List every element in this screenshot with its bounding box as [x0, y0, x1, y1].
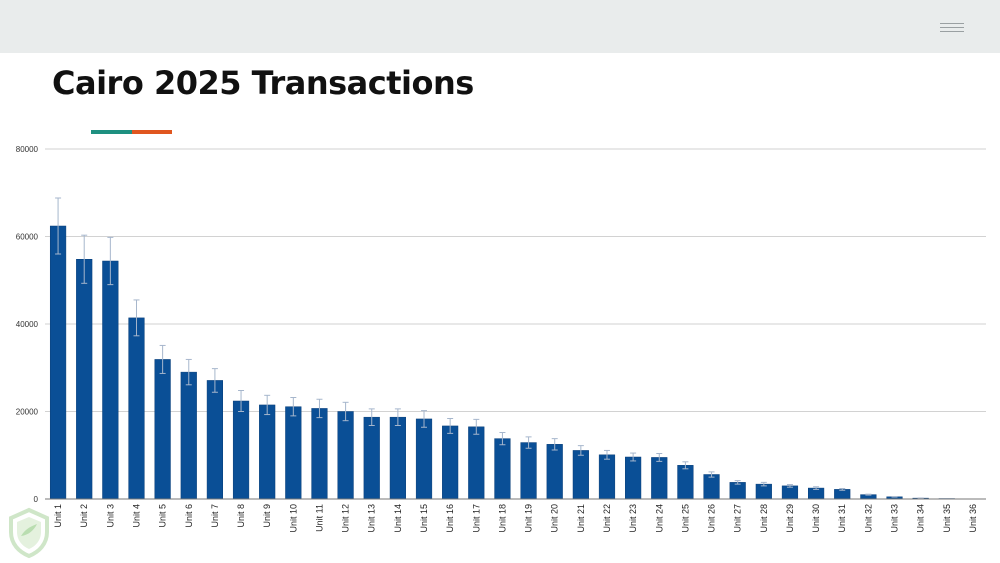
y-tick-label: 0 [34, 495, 39, 504]
x-tick-label: Unit 26 [707, 504, 717, 533]
x-tick-label: Unit 19 [524, 504, 534, 533]
x-tick-label: Unit 24 [654, 504, 664, 533]
x-tick-label: Unit 35 [942, 504, 952, 533]
x-tick-label: Unit 5 [158, 504, 168, 528]
x-tick-label: Unit 12 [341, 504, 351, 533]
page-title: Cairo 2025 Transactions [52, 64, 474, 102]
x-tick-label: Unit 15 [419, 504, 429, 533]
hamburger-menu-icon[interactable] [938, 19, 966, 35]
x-tick-label: Unit 29 [785, 504, 795, 533]
bar-chart: 0 20000 40000 60000 80000 Unit 1 Unit 2 Unit 3 U… [16, 145, 986, 533]
bar [206, 380, 223, 500]
x-tick-label: Unit 7 [210, 504, 220, 528]
accent-bar-teal [91, 130, 132, 134]
y-tick-label: 20000 [16, 408, 39, 417]
bar [337, 411, 354, 500]
x-tick-label: Unit 28 [759, 504, 769, 533]
bar [546, 444, 563, 500]
x-tick-label: Unit 25 [680, 504, 690, 533]
x-tick-label: Unit 30 [811, 504, 821, 533]
x-tick-label: Unit 34 [916, 504, 926, 533]
x-tick-label: Unit 20 [550, 504, 560, 533]
x-tick-label: Unit 36 [968, 504, 978, 533]
x-tick-label: Unit 10 [288, 504, 298, 533]
bar [703, 474, 720, 500]
bar [311, 408, 328, 500]
bar [520, 442, 537, 500]
bar [232, 400, 250, 500]
bar [363, 416, 380, 500]
x-tick-label: Unit 11 [314, 504, 324, 532]
x-tick-label: Unit 13 [367, 504, 377, 533]
bar [259, 404, 276, 500]
bar [285, 406, 302, 500]
x-tick-label: Unit 6 [184, 504, 194, 528]
bar [442, 425, 459, 500]
top-bar [0, 0, 1000, 53]
shield-logo-icon [9, 507, 49, 559]
y-tick-label: 60000 [16, 233, 39, 242]
bar [49, 225, 67, 500]
bar [625, 456, 642, 500]
x-tick-label: Unit 3 [105, 504, 115, 528]
bar [415, 418, 433, 500]
bar [102, 260, 119, 500]
y-tick-label: 40000 [16, 320, 39, 329]
x-tick-label: Unit 4 [131, 504, 141, 528]
bar [468, 426, 485, 500]
x-tick-label: Unit 22 [602, 504, 612, 533]
bar [128, 317, 145, 500]
bar [389, 416, 406, 500]
accent-bar-orange [132, 130, 172, 134]
x-tick-label: Unit 31 [837, 504, 847, 533]
x-tick-label: Unit 1 [53, 504, 63, 528]
bar [677, 465, 694, 500]
bar [834, 489, 851, 500]
x-tick-label: Unit 33 [890, 504, 900, 533]
y-tick-label: 80000 [16, 145, 39, 154]
x-tick-label: Unit 2 [79, 504, 89, 528]
x-tick-label: Unit 17 [471, 504, 481, 533]
bar [729, 482, 746, 500]
bar [598, 454, 616, 500]
bar [180, 371, 197, 500]
bar [76, 259, 93, 500]
x-tick-label: Unit 16 [445, 504, 455, 533]
x-tick-label: Unit 32 [863, 504, 873, 533]
bar [781, 485, 799, 500]
bar [494, 438, 511, 500]
bar [572, 450, 589, 500]
bar [651, 457, 668, 500]
x-tick-label: Unit 8 [236, 504, 246, 528]
x-tick-label: Unit 14 [393, 504, 403, 533]
x-tick-label: Unit 21 [576, 504, 586, 533]
x-tick-label: Unit 9 [262, 504, 272, 528]
x-tick-label: Unit 23 [628, 504, 638, 533]
x-tick-label: Unit 27 [733, 504, 743, 533]
x-tick-label: Unit 18 [497, 504, 507, 533]
bar [154, 359, 171, 500]
